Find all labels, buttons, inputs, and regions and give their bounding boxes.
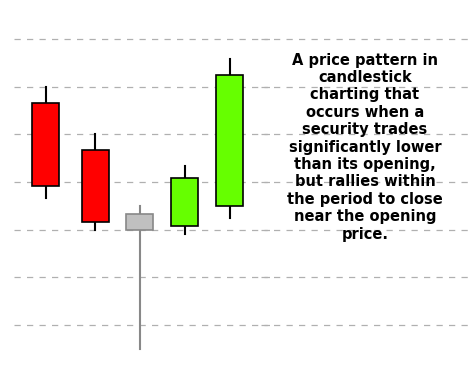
Bar bbox=[127, 214, 154, 230]
Text: A price pattern in
candlestick
charting that
occurs when a
security trades
signi: A price pattern in candlestick charting … bbox=[287, 53, 443, 242]
Bar bbox=[216, 75, 243, 206]
Bar bbox=[82, 150, 109, 222]
Bar bbox=[172, 178, 198, 226]
Bar bbox=[32, 103, 59, 186]
